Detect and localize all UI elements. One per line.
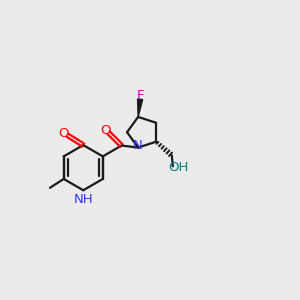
Text: N: N: [133, 140, 142, 152]
Text: OH: OH: [168, 161, 188, 174]
Polygon shape: [138, 99, 142, 117]
Text: O: O: [100, 124, 110, 137]
Text: F: F: [137, 89, 144, 102]
Text: NH: NH: [74, 194, 94, 206]
Text: O: O: [58, 127, 68, 140]
